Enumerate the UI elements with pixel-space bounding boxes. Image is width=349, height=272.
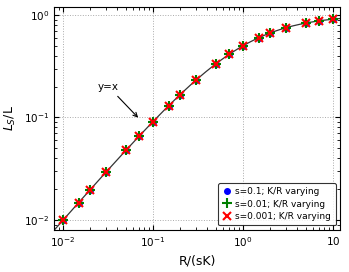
s=0.01; K/R varying <box>104 171 108 174</box>
s=0.1; K/R varying <box>151 120 155 123</box>
s=0.001; K/R varying <box>331 17 335 21</box>
s=0.001; K/R varying <box>137 135 141 138</box>
s=0.01; K/R varying <box>284 26 288 29</box>
Line: s=0.1; K/R varying: s=0.1; K/R varying <box>60 16 336 223</box>
s=0.001; K/R varying <box>227 53 231 56</box>
s=0.1; K/R varying <box>194 79 198 82</box>
s=0.001; K/R varying <box>317 19 321 23</box>
s=0.01; K/R varying <box>167 104 171 107</box>
s=0.001; K/R varying <box>194 79 198 82</box>
s=0.01; K/R varying <box>88 188 92 191</box>
s=0.1; K/R varying <box>257 36 261 39</box>
s=0.01; K/R varying <box>214 62 218 66</box>
s=0.1; K/R varying <box>76 201 81 204</box>
Line: s=0.001; K/R varying: s=0.001; K/R varying <box>59 15 337 224</box>
s=0.01; K/R varying <box>151 120 155 123</box>
s=0.1; K/R varying <box>167 104 171 107</box>
s=0.1; K/R varying <box>104 171 108 174</box>
s=0.001; K/R varying <box>257 36 261 39</box>
s=0.1; K/R varying <box>304 21 308 25</box>
s=0.1; K/R varying <box>227 53 231 56</box>
s=0.01; K/R varying <box>304 21 308 25</box>
s=0.001; K/R varying <box>241 44 245 47</box>
X-axis label: R/(sK): R/(sK) <box>178 254 216 267</box>
s=0.001; K/R varying <box>76 201 81 204</box>
s=0.1; K/R varying <box>268 31 272 35</box>
s=0.1; K/R varying <box>241 44 245 47</box>
s=0.01; K/R varying <box>257 36 261 39</box>
s=0.01; K/R varying <box>194 79 198 82</box>
s=0.01; K/R varying <box>317 19 321 23</box>
s=0.01; K/R varying <box>61 219 65 222</box>
Y-axis label: $L_S$/L: $L_S$/L <box>3 105 18 131</box>
s=0.1; K/R varying <box>88 188 92 191</box>
s=0.1; K/R varying <box>214 62 218 66</box>
s=0.1; K/R varying <box>331 17 335 21</box>
s=0.01; K/R varying <box>76 201 81 204</box>
s=0.001; K/R varying <box>151 120 155 123</box>
Legend: s=0.1; K/R varying, s=0.01; K/R varying, s=0.001; K/R varying: s=0.1; K/R varying, s=0.01; K/R varying,… <box>218 183 336 225</box>
s=0.1; K/R varying <box>317 19 321 23</box>
s=0.001; K/R varying <box>167 104 171 107</box>
s=0.1; K/R varying <box>124 149 128 152</box>
s=0.001; K/R varying <box>88 188 92 191</box>
s=0.001; K/R varying <box>124 149 128 152</box>
Text: y=x: y=x <box>98 82 137 117</box>
s=0.001; K/R varying <box>61 219 65 222</box>
s=0.001; K/R varying <box>104 171 108 174</box>
s=0.001; K/R varying <box>304 21 308 25</box>
s=0.01; K/R varying <box>124 149 128 152</box>
s=0.001; K/R varying <box>284 26 288 29</box>
s=0.01; K/R varying <box>268 31 272 35</box>
s=0.001; K/R varying <box>268 31 272 35</box>
s=0.01; K/R varying <box>241 44 245 47</box>
s=0.1; K/R varying <box>284 26 288 29</box>
s=0.01; K/R varying <box>331 17 335 21</box>
s=0.01; K/R varying <box>227 53 231 56</box>
s=0.001; K/R varying <box>214 62 218 66</box>
s=0.01; K/R varying <box>137 135 141 138</box>
s=0.001; K/R varying <box>178 93 182 96</box>
Line: s=0.01; K/R varying: s=0.01; K/R varying <box>58 14 338 225</box>
s=0.1; K/R varying <box>178 93 182 96</box>
s=0.1; K/R varying <box>137 135 141 138</box>
s=0.01; K/R varying <box>178 93 182 96</box>
s=0.1; K/R varying <box>61 219 65 222</box>
